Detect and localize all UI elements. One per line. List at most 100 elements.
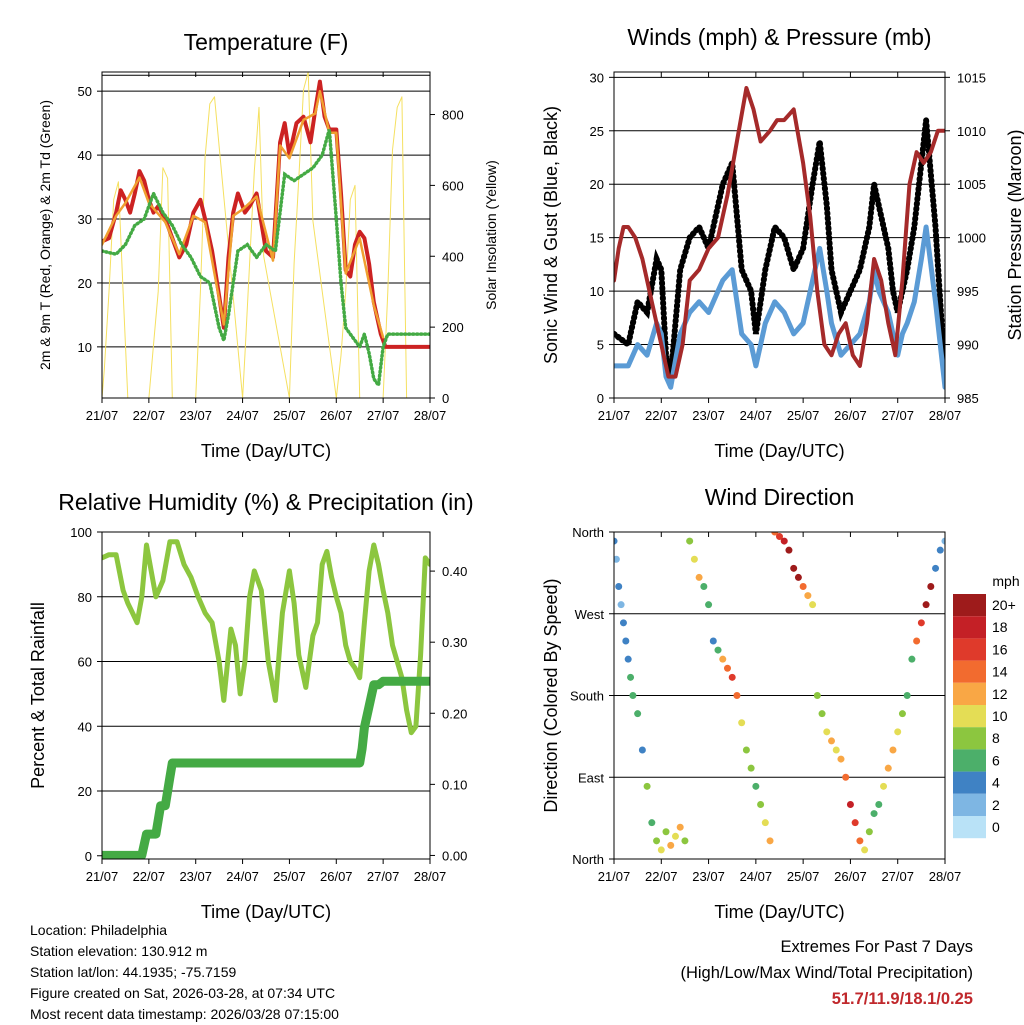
series-2m-td [102,129,430,390]
y-tick-label: 20 [78,784,92,799]
x-tick-label: 26/07 [834,408,867,423]
direction-point [671,832,679,840]
direction-point [870,810,878,818]
y2-tick-label: 1000 [957,231,986,246]
series-solar-insolation [102,72,430,398]
y-tick-label: 100 [70,525,92,540]
y-tick-label: 25 [590,124,604,139]
station-location: Location: Philadelphia [30,922,167,938]
y-tick-label: South [570,689,604,704]
y-tick-label: North [572,852,604,867]
direction-point [837,755,845,763]
plot-frame [101,531,431,860]
legend-swatch [953,816,986,839]
direction-point [832,746,840,754]
legend-label: 6 [992,752,1000,768]
x-tick-label: 27/07 [367,408,400,423]
legend-label: 14 [992,664,1008,680]
legend-swatch [953,749,986,772]
plot-frame [613,71,946,399]
plot-frame [101,71,431,399]
recent-timestamp: Most recent data timestamp: 2026/03/28 0… [30,1006,339,1022]
legend-label: 18 [992,619,1008,635]
direction-point [894,728,902,736]
legend-swatch [953,727,986,750]
y2-tick-label: 0.10 [442,777,467,792]
direction-point [828,737,836,745]
y2-tick-label: 1015 [957,70,986,85]
x-tick-label: 24/07 [226,869,259,884]
x-tick-label: 21/07 [598,408,631,423]
y2-tick-label: 0.00 [442,848,467,863]
chart-title: Temperature (F) [184,29,349,55]
legend-swatch [953,616,986,639]
y2-tick-label: 800 [442,108,464,123]
direction-point [761,819,769,827]
direction-point [927,583,935,590]
direction-point [766,837,774,845]
wind-direction-panel: Wind Direction 21/07 22/07 23/07 24/07 25/07 2… [541,484,961,922]
legend-label: 0 [992,819,1000,835]
direction-point [752,782,760,790]
extremes-title: Extremes For Past 7 Days [780,938,973,956]
direction-point [614,537,618,545]
series-9m-t [102,89,385,339]
direction-point [903,692,911,699]
legend-label: 20+ [992,597,1016,613]
direction-point [738,719,746,727]
chart-title: Winds (mph) & Pressure (mb) [627,24,931,50]
x-axis-label: Time (Day/UTC) [201,441,331,461]
direction-point [842,773,850,781]
direction-point [619,619,627,627]
direction-point [880,782,888,790]
legend-label: 2 [992,797,1000,813]
direction-point [681,837,689,845]
direction-point [898,710,906,718]
legend-swatch [953,771,986,794]
direction-point [851,819,859,827]
x-axis-label: Time (Day/UTC) [201,902,331,922]
direction-point [785,546,793,554]
x-tick-label: 25/07 [787,408,820,423]
y-tick-label: 50 [78,84,92,99]
direction-point [614,555,620,563]
y-tick-label: 40 [78,719,92,734]
legend-swatch [953,793,986,816]
y-tick-label: 20 [590,177,604,192]
y2-tick-label: 0.30 [442,635,467,650]
y-axis-label: Percent & Total Rainfall [28,602,48,789]
x-tick-label: 23/07 [179,869,212,884]
direction-point [932,564,940,572]
x-tick-label: 22/07 [133,408,166,423]
direction-point [809,601,817,609]
legend-swatch [953,594,986,617]
x-tick-label: 25/07 [273,869,306,884]
y-tick-label: 15 [590,231,604,246]
station-info: Location: Philadelphia Station elevation… [30,920,339,1025]
x-tick-label: 25/07 [787,869,820,884]
y-tick-label: 30 [590,70,604,85]
y-tick-label: 0 [597,391,604,406]
y2-tick-label: 0.20 [442,706,467,721]
y-tick-label: 5 [597,338,604,353]
direction-point [705,601,713,609]
direction-point [742,746,750,754]
x-axis-label: Time (Day/UTC) [714,902,844,922]
direction-point [908,655,916,663]
y2-tick-label: 400 [442,249,464,264]
series-relative-humidity [102,539,430,736]
x-tick-label: 27/07 [367,869,400,884]
direction-point [657,846,665,854]
y-tick-label: 30 [78,212,92,227]
y2-tick-label: 200 [442,320,464,335]
direction-point [700,583,708,590]
plot-area [102,72,430,398]
x-tick-label: 21/07 [86,869,119,884]
x-tick-label: 28/07 [414,869,447,884]
legend-label: 8 [992,730,1000,746]
legend-swatch [953,682,986,705]
direction-point [617,601,625,609]
direction-point [846,801,854,808]
y2-tick-label: 990 [957,338,979,353]
